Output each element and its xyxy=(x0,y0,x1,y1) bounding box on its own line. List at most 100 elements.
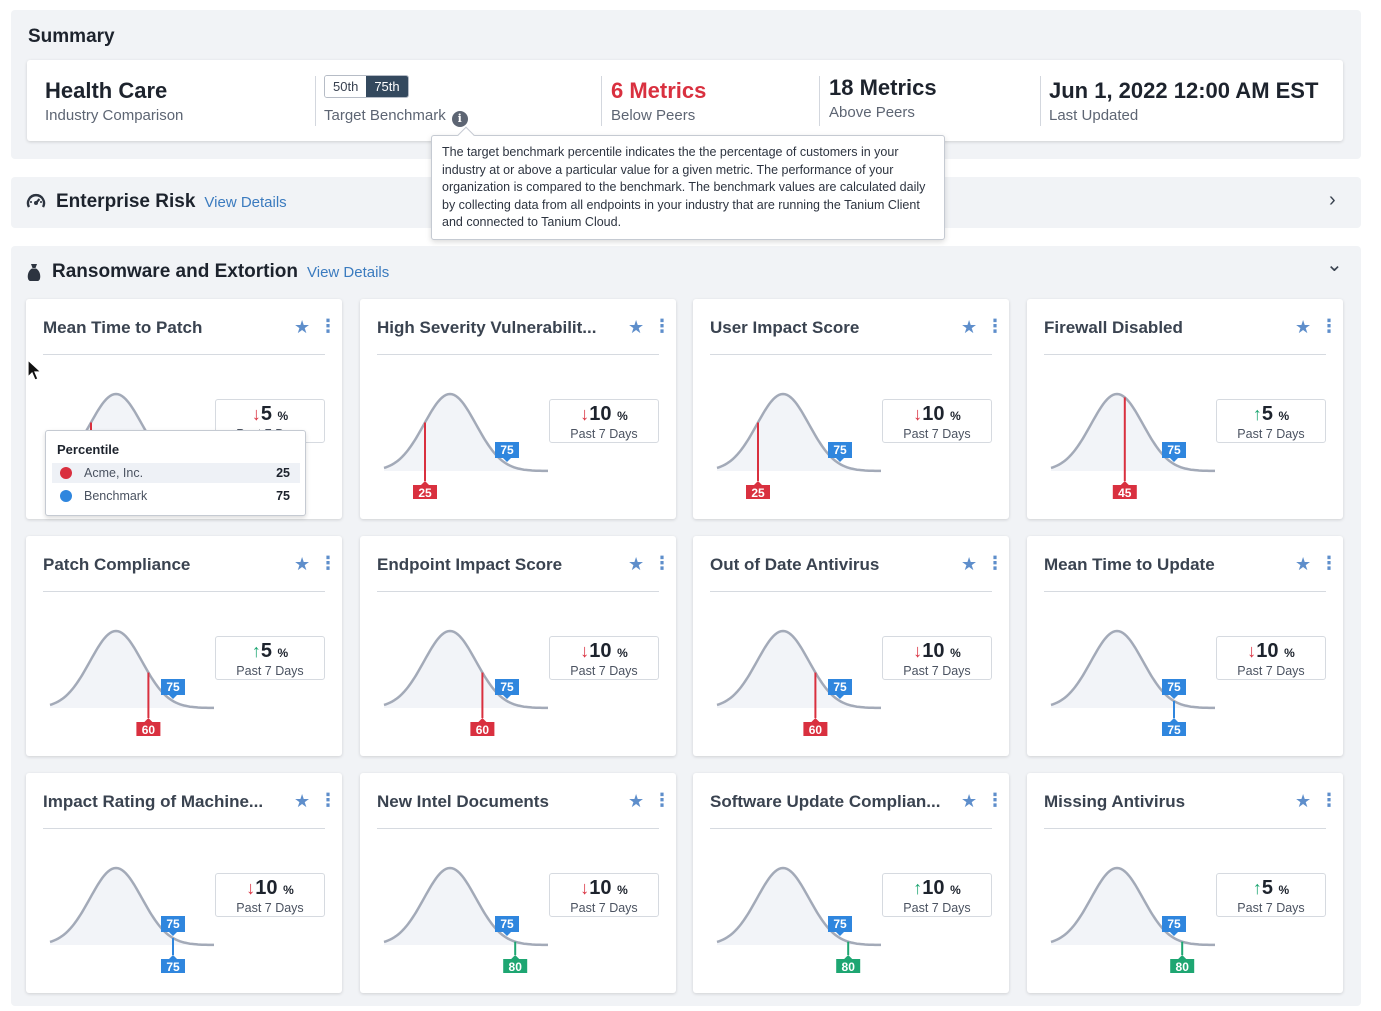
arrow-up-icon: ↑ xyxy=(251,641,261,661)
trend-period: Past 7 Days xyxy=(903,427,971,441)
card-divider xyxy=(710,591,992,592)
trend-period: Past 7 Days xyxy=(570,427,638,441)
metric-card[interactable]: Software Update Complian... ★ ⋮ ↑10 % Past 7… xyxy=(693,773,1009,993)
summary-divider xyxy=(819,76,820,126)
kebab-menu-icon[interactable]: ⋮ xyxy=(986,316,1004,336)
star-icon[interactable]: ★ xyxy=(628,317,645,337)
trend-box: ↑5 % Past 7 Days xyxy=(215,636,325,680)
ransomware-view-details-link[interactable]: View Details xyxy=(307,263,390,281)
trend-change: 10 xyxy=(589,877,612,899)
distribution-area xyxy=(384,868,548,945)
arrow-down-icon: ↓ xyxy=(913,404,923,424)
benchmark-tag: 75 xyxy=(161,679,185,700)
kebab-menu-icon[interactable]: ⋮ xyxy=(1320,790,1338,810)
kebab-menu-icon[interactable]: ⋮ xyxy=(319,790,337,810)
benchmark-tag-label: 75 xyxy=(833,443,847,457)
star-icon[interactable]: ★ xyxy=(961,554,978,574)
trend-period: Past 7 Days xyxy=(570,664,638,678)
benchmark-tag-label: 75 xyxy=(500,443,514,457)
metric-card[interactable]: Patch Compliance ★ ⋮ ↑5 % Past 7 Days 75 60 xyxy=(26,536,342,756)
value-tag-label: 60 xyxy=(476,723,490,736)
metric-card-title: Mean Time to Patch xyxy=(43,318,203,337)
gauge-icon xyxy=(26,194,46,208)
distribution-chart: 75 25 xyxy=(383,392,548,499)
star-icon[interactable]: ★ xyxy=(294,791,311,811)
distribution-curve xyxy=(383,629,548,710)
star-icon[interactable]: ★ xyxy=(294,554,311,574)
star-icon[interactable]: ★ xyxy=(961,317,978,337)
trend-value-row: ↓10 % xyxy=(550,640,658,664)
trend-value-row: ↑10 % xyxy=(883,877,991,901)
trend-value-row: ↓10 % xyxy=(883,403,991,427)
metric-card[interactable]: Out of Date Antivirus ★ ⋮ ↓10 % Past 7 Days 7… xyxy=(693,536,1009,756)
benchmark-tag-label: 75 xyxy=(500,680,514,694)
arrow-down-icon: ↓ xyxy=(580,404,590,424)
metric-card[interactable]: New Intel Documents ★ ⋮ ↓10 % Past 7 Days 75 8… xyxy=(360,773,676,993)
trend-value-row: ↓10 % xyxy=(550,403,658,427)
kebab-menu-icon[interactable]: ⋮ xyxy=(1320,316,1338,336)
benchmark-tag-label: 75 xyxy=(166,680,180,694)
above-peers-count: 18 Metrics xyxy=(829,75,937,100)
distribution-curve xyxy=(49,866,214,947)
kebab-menu-icon[interactable]: ⋮ xyxy=(986,553,1004,573)
kebab-menu-icon[interactable]: ⋮ xyxy=(986,790,1004,810)
percentile-tooltip-title: Percentile xyxy=(57,442,120,457)
value-tag-label: 45 xyxy=(1118,486,1132,499)
trend-unit: % xyxy=(950,883,961,897)
card-divider xyxy=(710,828,992,829)
star-icon[interactable]: ★ xyxy=(628,554,645,574)
arrow-down-icon: ↓ xyxy=(580,641,590,661)
arrow-up-icon: ↑ xyxy=(913,878,923,898)
star-icon[interactable]: ★ xyxy=(1295,791,1312,811)
metric-card-title: Endpoint Impact Score xyxy=(377,555,563,574)
metric-card[interactable]: High Severity Vulnerabilit... ★ ⋮ ↓10 % Past… xyxy=(360,299,676,519)
metric-card[interactable]: Impact Rating of Machine... ★ ⋮ ↓10 % Past 7… xyxy=(26,773,342,993)
chevron-down-icon[interactable]: ⌄ xyxy=(1326,254,1343,276)
kebab-menu-icon[interactable]: ⋮ xyxy=(319,316,337,336)
metric-card[interactable]: Firewall Disabled ★ ⋮ ↑5 % Past 7 Days 75 45 xyxy=(1027,299,1343,519)
distribution-area xyxy=(1051,868,1215,945)
kebab-menu-icon[interactable]: ⋮ xyxy=(653,316,671,336)
metric-card[interactable]: Endpoint Impact Score ★ ⋮ ↓10 % Past 7 Days 7… xyxy=(360,536,676,756)
distribution-curve xyxy=(716,866,881,947)
star-icon[interactable]: ★ xyxy=(1295,317,1312,337)
benchmark-tag: 75 xyxy=(1162,442,1186,463)
card-divider xyxy=(377,828,659,829)
kebab-menu-icon[interactable]: ⋮ xyxy=(653,553,671,573)
enterprise-risk-header: Enterprise Risk View Details xyxy=(26,191,287,213)
metric-card[interactable]: User Impact Score ★ ⋮ ↓10 % Past 7 Days 75 25 xyxy=(693,299,1009,519)
star-icon[interactable]: ★ xyxy=(1295,554,1312,574)
metric-card[interactable]: Missing Antivirus ★ ⋮ ↑5 % Past 7 Days 75 80 xyxy=(1027,773,1343,993)
benchmark-option-75th[interactable]: 75th xyxy=(366,76,408,97)
chevron-right-icon[interactable]: › xyxy=(1329,189,1336,211)
trend-change: 10 xyxy=(922,403,945,425)
trend-period: Past 7 Days xyxy=(903,664,971,678)
benchmark-tag: 75 xyxy=(495,442,519,463)
star-icon[interactable]: ★ xyxy=(961,791,978,811)
star-icon[interactable]: ★ xyxy=(294,317,311,337)
kebab-menu-icon[interactable]: ⋮ xyxy=(653,790,671,810)
benchmark-tag: 75 xyxy=(161,916,185,937)
below-peers-label: Below Peers xyxy=(611,107,696,124)
metric-card[interactable]: Mean Time to Patch★⋮↓5 %Past 7 Days7525P… xyxy=(26,299,342,519)
card-divider xyxy=(1044,354,1326,355)
benchmark-option-50th[interactable]: 50th xyxy=(325,76,367,97)
kebab-menu-icon[interactable]: ⋮ xyxy=(319,553,337,573)
kebab-menu-icon[interactable]: ⋮ xyxy=(1320,553,1338,573)
metric-card-title: Mean Time to Update xyxy=(1044,555,1215,574)
card-divider xyxy=(377,591,659,592)
above-peers-label: Above Peers xyxy=(829,104,915,121)
info-icon[interactable]: i xyxy=(451,111,468,127)
metric-card[interactable]: Mean Time to Update ★ ⋮ ↓10 % Past 7 Days 75 7… xyxy=(1027,536,1343,756)
trend-box: ↓10 % Past 7 Days xyxy=(1216,636,1326,680)
trend-change: 10 xyxy=(922,640,945,662)
distribution-chart: 75 75 xyxy=(49,866,214,973)
trend-value-row: ↓10 % xyxy=(216,877,324,901)
summary-title: Summary xyxy=(28,26,115,47)
star-icon[interactable]: ★ xyxy=(628,791,645,811)
trend-change: 5 xyxy=(260,640,272,662)
trend-change: 10 xyxy=(255,877,278,899)
enterprise-risk-view-details-link[interactable]: View Details xyxy=(204,193,287,211)
summary-divider xyxy=(601,76,602,126)
distribution-area xyxy=(717,631,881,708)
